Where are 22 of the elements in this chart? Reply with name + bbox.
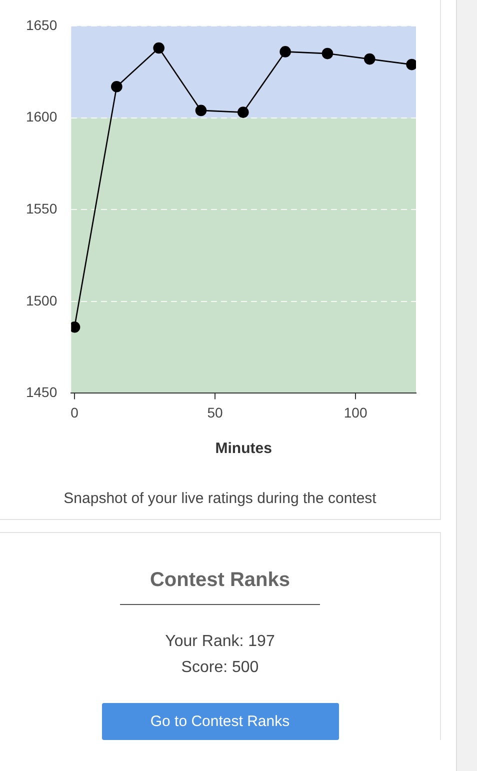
text: Go to Contest Ranks xyxy=(102,703,338,740)
point xyxy=(153,42,164,54)
point xyxy=(195,104,207,116)
point xyxy=(111,80,122,92)
point xyxy=(364,53,376,65)
text: Score: 500 xyxy=(180,659,260,677)
text: Snapshot of your live ratings during the contest xyxy=(62,490,378,507)
y-tick-label: 1450 xyxy=(26,384,58,400)
x-axis-title: Minutes xyxy=(215,440,272,458)
x-tick-label: 100 xyxy=(344,404,368,420)
y-tick-label: 1650 xyxy=(26,16,58,33)
x-tick-label: 50 xyxy=(207,404,224,420)
point xyxy=(280,46,291,58)
y-tick-label: 1600 xyxy=(26,108,58,125)
point xyxy=(406,58,416,70)
point xyxy=(238,106,249,118)
text: Contest Ranks xyxy=(120,569,320,605)
x-tick-label: 0 xyxy=(70,404,79,420)
text: Your Rank: 197 xyxy=(164,633,276,651)
y-tick-label: 1500 xyxy=(26,292,58,308)
point xyxy=(322,48,334,60)
y-tick-label: 1550 xyxy=(26,200,58,216)
